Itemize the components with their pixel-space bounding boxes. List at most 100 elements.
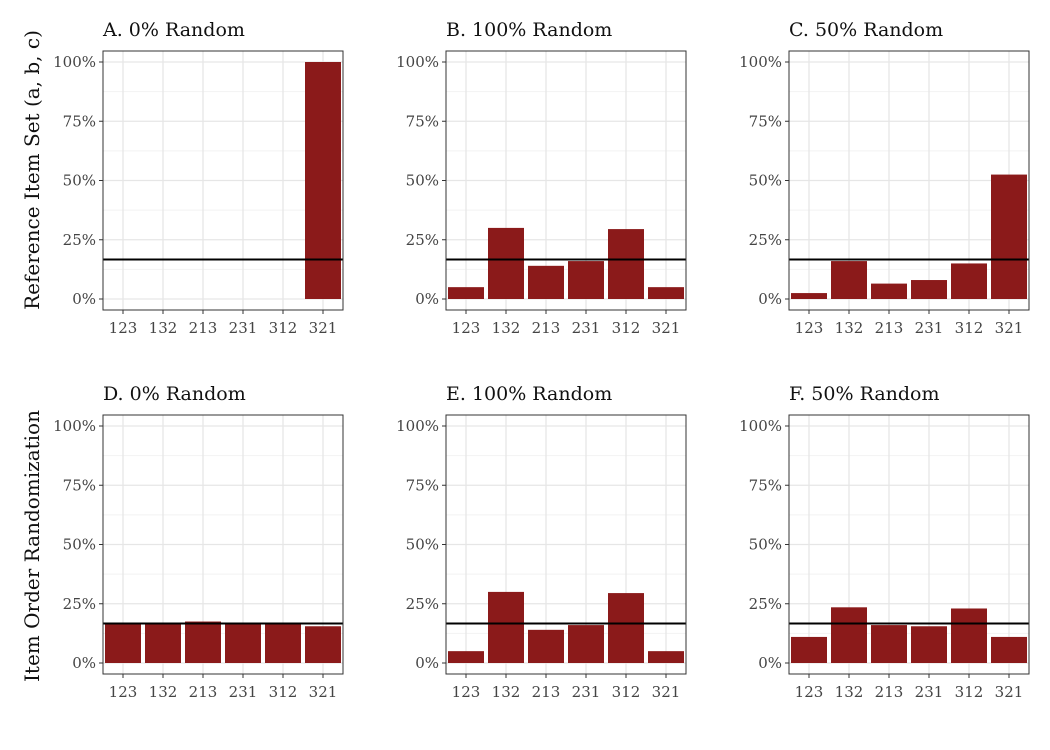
y-tick-label: 25% — [749, 231, 782, 249]
x-tick-label: 213 — [189, 319, 218, 337]
panel-0: 0% 25% 50% 75% 100% 123 132 213 231 312 321 A. 0% R… — [53, 19, 344, 337]
x-tick-label: 231 — [229, 319, 258, 337]
x-tick-label: 231 — [915, 319, 944, 337]
panel-title: C. 50% Random — [789, 19, 943, 41]
x-tick-label: 123 — [109, 683, 138, 701]
y-tick-label: 100% — [739, 417, 782, 435]
y-tick-label: 50% — [63, 536, 96, 554]
y-tick-label: 100% — [739, 53, 782, 71]
x-tick-label: 123 — [109, 319, 138, 337]
panel-1: 0% 25% 50% 75% 100% 123 132 213 231 312 321 B. 100%… — [396, 19, 687, 337]
bar-132 — [831, 607, 867, 663]
y-tick-label: 25% — [63, 231, 96, 249]
x-tick-label: 132 — [492, 319, 521, 337]
panels: 0% 25% 50% 75% 100% 123 132 213 231 312 321 A. 0% R… — [53, 19, 1030, 701]
bar-312 — [951, 263, 987, 299]
bar-213 — [528, 265, 564, 299]
panel-2: 0% 25% 50% 75% 100% 123 132 213 231 312 321 C. 50% … — [739, 19, 1030, 337]
bar-123 — [448, 287, 484, 299]
x-tick-label: 312 — [955, 319, 984, 337]
panel-4: 0% 25% 50% 75% 100% 123 132 213 231 312 321 E. 100%… — [396, 383, 687, 701]
y-tick-label: 50% — [406, 172, 439, 190]
x-tick-label: 132 — [149, 319, 178, 337]
x-tick-label: 123 — [795, 683, 824, 701]
bar-213 — [528, 629, 564, 663]
bar-312 — [951, 608, 987, 663]
y-tick-label: 75% — [749, 476, 782, 494]
y-tick-label: 75% — [406, 476, 439, 494]
x-tick-label: 312 — [955, 683, 984, 701]
y-tick-label: 25% — [63, 595, 96, 613]
x-tick-label: 321 — [652, 683, 681, 701]
x-tick-label: 321 — [652, 319, 681, 337]
y-tick-label: 0% — [758, 290, 782, 308]
bar-321 — [305, 626, 341, 663]
bar-123 — [105, 623, 141, 663]
row-label-top: Reference Item Set (a, b, c) — [20, 30, 44, 310]
bar-123 — [791, 293, 827, 299]
x-tick-label: 321 — [995, 319, 1024, 337]
y-tick-label: 75% — [63, 112, 96, 130]
panel-3: 0% 25% 50% 75% 100% 123 132 213 231 312 321 D. 0% R… — [53, 383, 344, 701]
bar-132 — [831, 261, 867, 299]
x-tick-label: 213 — [875, 319, 904, 337]
y-tick-label: 0% — [72, 290, 96, 308]
bar-123 — [791, 636, 827, 663]
bar-132 — [488, 591, 524, 663]
y-tick-label: 100% — [396, 53, 439, 71]
bar-231 — [568, 261, 604, 299]
y-tick-label: 0% — [72, 654, 96, 672]
y-tick-label: 50% — [406, 536, 439, 554]
x-tick-label: 321 — [995, 683, 1024, 701]
y-tick-label: 0% — [415, 654, 439, 672]
y-tick-label: 50% — [749, 536, 782, 554]
x-tick-label: 132 — [835, 319, 864, 337]
y-tick-label: 25% — [406, 595, 439, 613]
x-tick-label: 132 — [149, 683, 178, 701]
bar-231 — [911, 280, 947, 299]
bar-231 — [568, 625, 604, 663]
x-tick-label: 312 — [612, 319, 641, 337]
x-tick-label: 123 — [795, 319, 824, 337]
x-tick-label: 231 — [229, 683, 258, 701]
bar-213 — [871, 625, 907, 663]
panel-title: A. 0% Random — [102, 19, 245, 41]
x-tick-label: 123 — [452, 683, 481, 701]
bar-312 — [608, 229, 644, 299]
y-tick-label: 75% — [406, 112, 439, 130]
y-tick-label: 75% — [63, 476, 96, 494]
x-tick-label: 132 — [835, 683, 864, 701]
bar-321 — [648, 651, 684, 663]
bar-321 — [991, 174, 1027, 299]
bar-123 — [448, 651, 484, 663]
x-tick-label: 312 — [269, 683, 298, 701]
bar-321 — [648, 287, 684, 299]
x-tick-label: 213 — [875, 683, 904, 701]
x-tick-label: 213 — [189, 683, 218, 701]
x-tick-label: 321 — [309, 319, 338, 337]
y-tick-label: 50% — [63, 172, 96, 190]
y-tick-label: 75% — [749, 112, 782, 130]
y-tick-label: 0% — [415, 290, 439, 308]
bar-213 — [871, 283, 907, 299]
bar-321 — [991, 636, 1027, 663]
x-tick-label: 213 — [532, 683, 561, 701]
bar-312 — [608, 593, 644, 663]
x-tick-label: 321 — [309, 683, 338, 701]
bar-132 — [488, 227, 524, 299]
x-tick-label: 231 — [572, 319, 601, 337]
y-tick-label: 100% — [396, 417, 439, 435]
x-tick-label: 231 — [572, 683, 601, 701]
x-tick-label: 132 — [492, 683, 521, 701]
bar-231 — [911, 626, 947, 663]
row-label-bottom: Item Order Randomization — [20, 410, 44, 682]
y-tick-label: 100% — [53, 417, 96, 435]
x-tick-label: 123 — [452, 319, 481, 337]
panel-title: D. 0% Random — [103, 383, 246, 405]
panel-5: 0% 25% 50% 75% 100% 123 132 213 231 312 321 F. 50% … — [739, 383, 1030, 701]
panel-title: F. 50% Random — [789, 383, 940, 405]
x-tick-label: 231 — [915, 683, 944, 701]
bar-213 — [185, 621, 221, 663]
x-tick-label: 312 — [269, 319, 298, 337]
